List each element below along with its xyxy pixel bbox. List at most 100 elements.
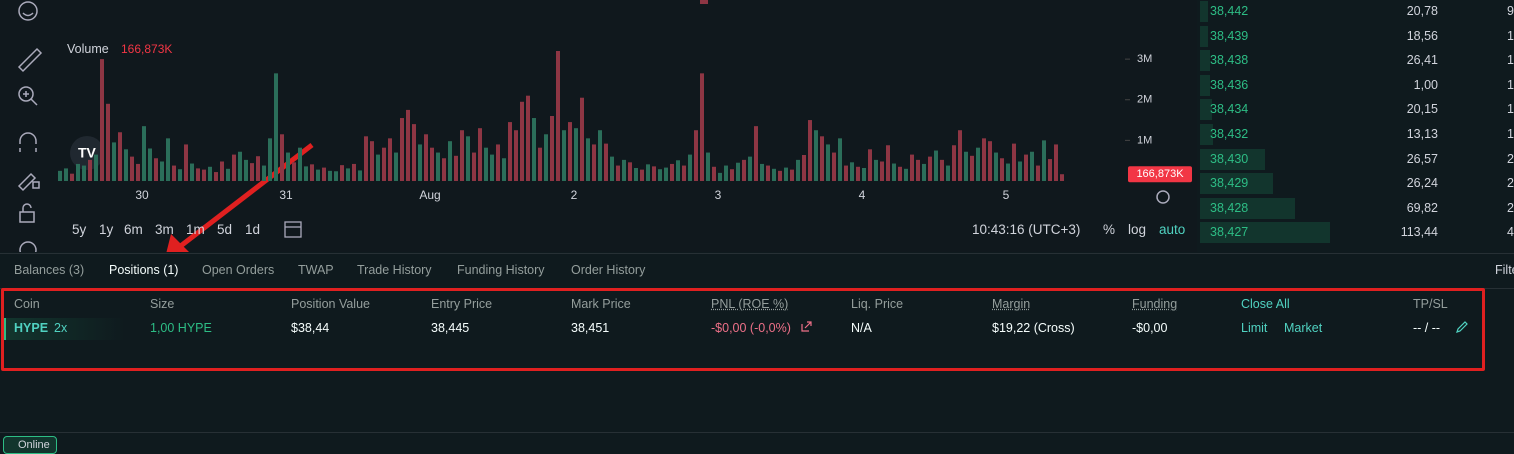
toolbar-icons bbox=[17, 1, 43, 252]
volume-bar bbox=[1030, 151, 1034, 181]
volume-bar bbox=[766, 165, 770, 181]
timeframe[interactable]: 1d bbox=[245, 222, 261, 237]
tab[interactable]: Open Orders bbox=[202, 263, 275, 277]
tp-sl: -- / -- bbox=[1413, 321, 1441, 335]
volume-bar bbox=[1060, 174, 1064, 181]
volume-bar bbox=[730, 169, 734, 181]
ob-price: 38,428 bbox=[1210, 200, 1249, 215]
market-button[interactable]: Market bbox=[1284, 321, 1323, 335]
size: 1,00 HYPE bbox=[150, 321, 212, 335]
volume-bar bbox=[298, 147, 302, 181]
volume-bar bbox=[274, 73, 278, 181]
timeframe[interactable]: 6m bbox=[124, 222, 143, 237]
volume-bar bbox=[136, 163, 140, 181]
volume-bar bbox=[562, 130, 566, 181]
volume-bar bbox=[76, 163, 80, 181]
volume-bar bbox=[646, 164, 650, 181]
option[interactable]: log bbox=[1128, 222, 1147, 237]
volume-bar bbox=[496, 144, 500, 181]
ob-total: 14 bbox=[1507, 53, 1514, 68]
volume-bar bbox=[124, 149, 128, 181]
volume-bar bbox=[394, 152, 398, 181]
tab[interactable]: Trade History bbox=[357, 263, 432, 277]
volume-bar bbox=[382, 147, 386, 181]
status-badge: Online bbox=[3, 436, 57, 454]
option[interactable]: % bbox=[1103, 222, 1116, 237]
timeframe[interactable]: 5d bbox=[217, 222, 233, 237]
filter[interactable]: Filte bbox=[1495, 263, 1514, 277]
timeframe[interactable]: 5y bbox=[72, 222, 87, 237]
volume-bar bbox=[148, 148, 152, 181]
coin[interactable]: HYPE bbox=[14, 321, 49, 335]
ob-total: 14 bbox=[1507, 77, 1514, 92]
volume-bar bbox=[280, 134, 284, 181]
volume-bar bbox=[814, 130, 818, 181]
volume-bar bbox=[592, 144, 596, 181]
volume-bar bbox=[256, 156, 260, 181]
volume-bar bbox=[1024, 154, 1028, 181]
volume-bar bbox=[172, 165, 176, 181]
volume-bar bbox=[1048, 159, 1052, 181]
volume-bar bbox=[316, 169, 320, 181]
volume-bar bbox=[436, 152, 440, 181]
volume-bar bbox=[400, 118, 404, 181]
volume-bar bbox=[388, 138, 392, 181]
volume-bar bbox=[556, 51, 560, 181]
depth-bar bbox=[1200, 148, 1265, 170]
entry-price: 38,445 bbox=[431, 321, 470, 335]
volume-bar bbox=[352, 163, 356, 181]
timeframe[interactable]: 1y bbox=[99, 222, 114, 237]
ob-size: 26,41 bbox=[1406, 53, 1438, 68]
volume-bar bbox=[1018, 161, 1022, 181]
volume-bar bbox=[820, 136, 824, 181]
volume-bar bbox=[970, 155, 974, 181]
column-header[interactable]: Position Value bbox=[291, 297, 370, 311]
ob-price: 38,434 bbox=[1210, 102, 1249, 117]
timeframe[interactable]: 3m bbox=[155, 222, 174, 237]
tab[interactable]: Order History bbox=[571, 263, 646, 277]
timeframe[interactable]: 1m bbox=[186, 222, 205, 237]
volume-bar bbox=[346, 168, 350, 181]
volume-bar bbox=[508, 122, 512, 181]
ob-size: 69,82 bbox=[1406, 200, 1438, 215]
volume-bar bbox=[706, 152, 710, 181]
ob-size: 26,24 bbox=[1406, 176, 1438, 191]
ob-price: 38,427 bbox=[1210, 225, 1249, 240]
volume-bar bbox=[574, 128, 578, 181]
volume-bar bbox=[82, 165, 86, 181]
volume-bar bbox=[520, 101, 524, 181]
tab[interactable]: Positions (1) bbox=[109, 263, 179, 277]
volume-bar bbox=[406, 109, 410, 181]
logo-mark: TV bbox=[78, 145, 97, 161]
volume-bar bbox=[412, 124, 416, 181]
volume-bar bbox=[262, 165, 266, 181]
volume-bar bbox=[964, 151, 968, 181]
volume-bar bbox=[628, 162, 632, 181]
volume-bar bbox=[850, 162, 854, 181]
close-all-button[interactable]: Close All bbox=[1241, 297, 1290, 311]
x-tick-label: 31 bbox=[279, 188, 293, 202]
ob-price: 38,436 bbox=[1210, 77, 1249, 92]
volume-bar bbox=[994, 152, 998, 181]
volume-bar bbox=[748, 156, 752, 181]
tab[interactable]: Balances (3) bbox=[14, 263, 85, 277]
volume-bar bbox=[166, 138, 170, 181]
option[interactable]: auto bbox=[1159, 222, 1186, 237]
volume-bar bbox=[934, 150, 938, 181]
liq-price: N/A bbox=[851, 321, 872, 335]
tab[interactable]: TWAP bbox=[298, 263, 334, 277]
volume-bar bbox=[334, 171, 338, 181]
tab[interactable]: Funding History bbox=[457, 263, 545, 277]
volume-bar bbox=[910, 154, 914, 181]
column-header: PNL (ROE %) bbox=[711, 297, 789, 311]
chart: TV 1M 2M 3M 30 31 Aug 2 3 4 5 166,873K bbox=[17, 0, 1192, 252]
volume-bar bbox=[94, 154, 98, 181]
settings-icon[interactable] bbox=[1156, 190, 1170, 204]
volume-bar bbox=[502, 158, 506, 181]
share-icon[interactable] bbox=[800, 321, 812, 333]
edit-icon[interactable] bbox=[1455, 321, 1468, 334]
limit-button[interactable]: Limit bbox=[1241, 321, 1268, 335]
ob-size: 13,13 bbox=[1406, 127, 1438, 141]
depth-bar bbox=[1200, 124, 1213, 145]
